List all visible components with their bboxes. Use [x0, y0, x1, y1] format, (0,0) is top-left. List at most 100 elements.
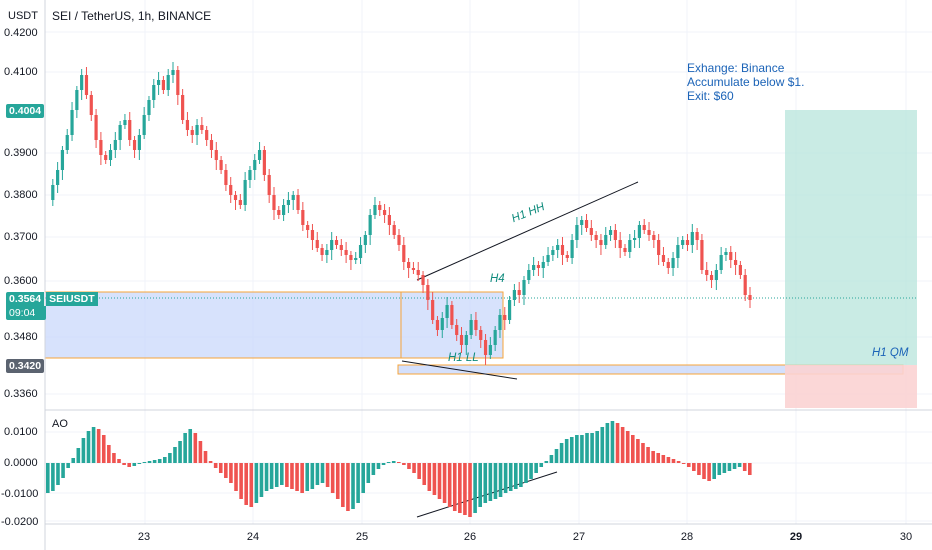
candle [171, 70, 175, 75]
ao-bar [325, 463, 330, 487]
candle [108, 150, 113, 160]
ao-bar [442, 463, 447, 503]
candle [748, 295, 752, 300]
ao-bar [356, 463, 360, 503]
ao-bar [549, 455, 554, 463]
price-tick: 0.3600 [4, 275, 38, 287]
candle [339, 245, 343, 250]
ao-bar [127, 463, 131, 467]
ao-bar [86, 431, 91, 463]
candle [99, 140, 103, 155]
ao-bar [381, 463, 386, 465]
currency-label[interactable]: USDT [8, 10, 38, 22]
candle [671, 258, 675, 268]
candle [257, 150, 262, 160]
candle [642, 225, 646, 230]
ao-bar [371, 463, 376, 475]
target-zone[interactable] [785, 110, 917, 365]
candle [584, 220, 589, 228]
ao-bar [508, 463, 513, 491]
candle-countdown: 09:04 [6, 306, 46, 320]
h1-qm-label[interactable]: H1 QM [872, 347, 909, 359]
candle [349, 255, 353, 260]
candle [310, 230, 315, 240]
date-tick: 23 [137, 531, 151, 543]
h4-label[interactable]: H4 [490, 273, 505, 285]
hh-trendline[interactable] [416, 181, 639, 281]
note-accumulate[interactable]: Accumulate below $1. [687, 75, 805, 89]
candle [536, 265, 541, 268]
candle [392, 225, 396, 235]
candle [700, 240, 704, 270]
accumulation-zone[interactable] [44, 291, 504, 359]
candle [229, 185, 233, 195]
candle [56, 170, 60, 185]
note-exchange[interactable]: Exhange: Binance [687, 61, 785, 75]
candle [618, 240, 622, 248]
ao-bar [483, 463, 488, 503]
ao-bar [702, 463, 706, 479]
ao-bar [173, 447, 177, 463]
indicator-label[interactable]: AO [52, 418, 68, 430]
ao-bar [529, 463, 533, 479]
candle [551, 250, 555, 255]
candle [570, 240, 574, 258]
ao-bar [224, 463, 228, 478]
candle [296, 195, 300, 210]
candle [113, 140, 117, 150]
candle [685, 240, 690, 245]
candle [185, 120, 190, 130]
ao-bar [559, 443, 564, 463]
note-exit[interactable]: Exit: $60 [687, 89, 734, 103]
candle [320, 248, 324, 255]
ao-bar [71, 458, 76, 463]
candle [488, 345, 492, 355]
ao-bar [498, 463, 503, 497]
ao-bar [264, 463, 269, 491]
ao-bar [412, 463, 416, 473]
ao-bar [544, 461, 549, 463]
stop-price-tag: 0.3420 [6, 359, 45, 373]
price-tick: 0.3480 [4, 331, 38, 343]
ao-bar [615, 423, 620, 463]
ao-bar [96, 429, 101, 463]
ao-bar [244, 463, 248, 505]
candle [479, 330, 483, 340]
candle [156, 80, 161, 85]
candle [166, 75, 170, 90]
ao-bar [132, 463, 137, 466]
h1-ll-label[interactable]: H1 LL [448, 352, 479, 364]
ao-bar [76, 448, 81, 463]
ao-histogram [46, 421, 752, 517]
ao-bar [676, 461, 681, 463]
candle [387, 215, 391, 225]
ao-bar [66, 463, 70, 468]
ao-bar [285, 463, 289, 487]
ao-bar [707, 463, 711, 481]
stop-zone[interactable] [785, 365, 917, 408]
ao-bar [81, 438, 86, 463]
ao-bar [534, 463, 538, 473]
ao-bar [229, 463, 233, 483]
candle [435, 320, 440, 330]
candle [503, 315, 507, 320]
ao-bar [503, 463, 508, 493]
ao-bar [697, 463, 701, 475]
price-tick: 0.3700 [4, 231, 38, 243]
candle [205, 130, 209, 140]
ao-bar [391, 461, 396, 463]
ll-trendline[interactable] [401, 360, 518, 380]
candle [65, 135, 69, 150]
candle [70, 110, 74, 135]
candle [493, 330, 497, 345]
candle [594, 235, 598, 240]
ao-bar [692, 463, 696, 471]
h4-range-box[interactable] [400, 291, 504, 359]
date-tick: 30 [899, 531, 913, 543]
ao-bar [610, 421, 615, 463]
ao-bar [407, 463, 411, 469]
ao-bar [320, 463, 325, 483]
ao-bar [600, 427, 605, 463]
target-price-tag: 0.4004 [6, 104, 45, 118]
